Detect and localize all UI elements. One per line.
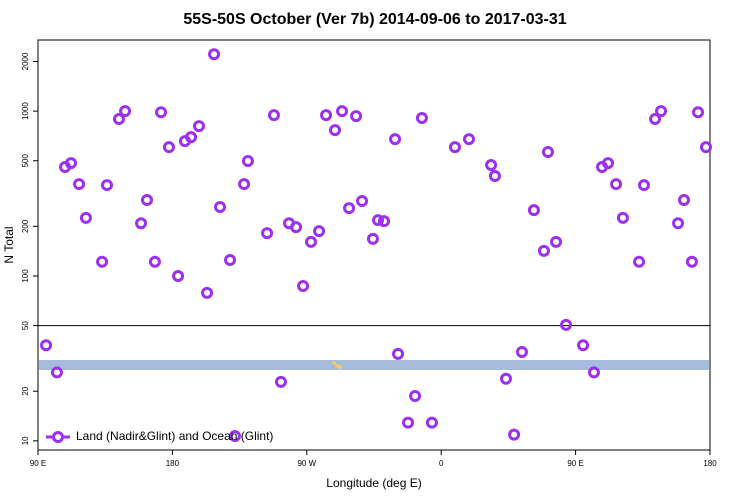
point	[313, 225, 326, 238]
point	[100, 179, 113, 192]
x-tick-label: 90 W	[297, 459, 316, 468]
point	[378, 215, 391, 228]
x-tick-label: 180	[703, 459, 717, 468]
point	[692, 106, 705, 119]
point	[224, 254, 237, 267]
point	[112, 113, 125, 126]
point	[485, 159, 498, 172]
chart-title: 55S-50S October (Ver 7b) 2014-09-06 to 2…	[183, 11, 566, 28]
point	[409, 390, 422, 403]
point	[672, 217, 685, 230]
point	[290, 221, 303, 234]
point	[515, 345, 528, 358]
point	[366, 232, 379, 245]
point	[274, 375, 287, 388]
point	[267, 109, 280, 122]
y-tick-label: 100	[21, 269, 30, 283]
point	[541, 145, 554, 158]
point	[392, 347, 405, 360]
point	[587, 366, 600, 379]
point	[172, 269, 185, 282]
y-tick-label: 200	[21, 219, 30, 233]
point	[201, 286, 214, 299]
point	[356, 194, 369, 207]
x-axis-label: Longitude (deg E)	[326, 476, 421, 490]
point	[135, 217, 148, 230]
point	[402, 416, 415, 429]
point	[415, 112, 428, 125]
point	[699, 141, 712, 154]
point	[508, 428, 521, 441]
point	[192, 120, 205, 133]
point	[610, 178, 623, 191]
point	[655, 105, 668, 118]
legend-label: Land (Nadir&Glint) and Ocean (Glint)	[76, 429, 273, 443]
point	[685, 255, 698, 268]
point	[155, 106, 168, 119]
point	[560, 318, 573, 331]
y-tick-label: 2000	[21, 52, 30, 70]
point	[297, 279, 310, 292]
point	[73, 178, 86, 191]
y-axis-label: N Total	[2, 226, 16, 263]
point	[537, 244, 550, 257]
point	[343, 202, 356, 215]
point	[633, 255, 646, 268]
point	[65, 157, 78, 170]
y-tick-label: 1000	[21, 102, 30, 120]
point	[40, 339, 53, 352]
x-tick-label: 90 E	[567, 459, 583, 468]
point	[550, 235, 563, 248]
point	[577, 339, 590, 352]
point	[320, 109, 333, 122]
point	[329, 124, 342, 137]
point	[616, 211, 629, 224]
point	[238, 178, 251, 191]
point	[678, 193, 691, 206]
point	[228, 430, 241, 443]
y-tick-label: 50	[21, 321, 30, 330]
point	[527, 204, 540, 217]
point	[336, 105, 349, 118]
x-tick-label: 0	[439, 459, 444, 468]
point	[649, 113, 662, 126]
point	[96, 255, 109, 268]
point	[637, 179, 650, 192]
point	[304, 235, 317, 248]
dot	[332, 361, 336, 365]
point	[448, 141, 461, 154]
point	[241, 155, 254, 168]
point	[185, 131, 198, 144]
y-tick-label: 10	[21, 436, 30, 445]
dot	[338, 365, 342, 369]
point	[208, 48, 221, 61]
legend-marker	[52, 431, 64, 443]
point	[119, 105, 132, 118]
point	[602, 157, 615, 170]
point	[389, 133, 402, 146]
point	[488, 170, 501, 183]
point	[425, 416, 438, 429]
y-tick-label: 500	[21, 154, 30, 168]
point	[350, 110, 363, 123]
point	[462, 133, 475, 146]
point	[372, 214, 385, 227]
point	[50, 366, 63, 379]
x-tick-label: 180	[166, 459, 180, 468]
y-tick-label: 20	[21, 386, 30, 395]
point	[79, 211, 92, 224]
point	[214, 201, 227, 214]
point	[500, 372, 513, 385]
point	[141, 193, 154, 206]
plot-frame	[37, 39, 711, 451]
point	[148, 255, 161, 268]
point	[261, 227, 274, 240]
band	[39, 360, 709, 370]
point	[162, 141, 175, 154]
x-tick-label: 90 E	[30, 459, 46, 468]
